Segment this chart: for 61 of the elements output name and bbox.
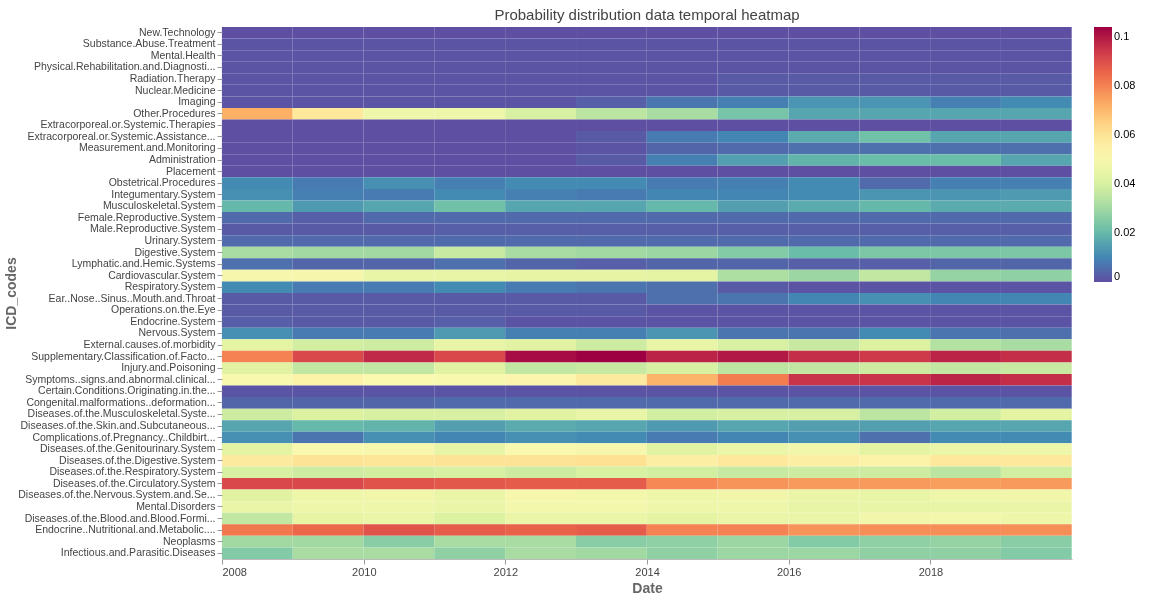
y-tick-label: Placement (165, 164, 216, 177)
y-tick-label: Physical.Rehabilitation.and.Diagnosti... (33, 60, 216, 73)
y-tick-label: Symptoms..signs.and.abnormal.clinical... (25, 372, 216, 385)
color-bar-label: 0.08 (1114, 78, 1136, 91)
x-axis-title: Date (632, 579, 663, 596)
y-tick-label: Diseases.of.the.Digestive.System (59, 453, 216, 466)
y-tick-label: Female.Reproductive.System (77, 210, 216, 223)
y-tick-label: Supplementary.Classification.of.Facto... (31, 349, 216, 362)
x-tick-label: 2014 (635, 565, 660, 578)
y-tick-label: Obstetrical.Procedures (108, 176, 216, 189)
y-tick-label: Operations.on.the.Eye (111, 303, 216, 316)
y-tick-label: Imaging (178, 95, 216, 108)
y-tick-label: Radiation.Therapy (129, 72, 217, 85)
color-bar-label: 0.06 (1114, 127, 1136, 140)
y-tick-label: Diseases.of.the.Skin.and.Subcutaneous... (20, 419, 216, 431)
y-tick-label: Lymphatic.and.Hemic.Systems (71, 257, 216, 270)
y-tick-label: Ear..Nose..Sinus..Mouth.and.Throat (48, 291, 216, 304)
y-tick-label: Complications.of.Pregnancy..Childbirt... (32, 430, 216, 443)
y-tick-label: Mental.Health (150, 48, 216, 61)
y-tick-label: Male.Reproductive.System (90, 222, 216, 235)
chart-title: Probability distribution data temporal heatmap (494, 6, 800, 23)
y-axis-title: ICD_codes (2, 257, 19, 330)
y-tick-label: Cardiovascular.System (108, 268, 216, 281)
y-tick-label: Diseases.of.the.Genitourinary.System (40, 442, 216, 455)
color-bar-label: 0 (1114, 270, 1121, 282)
y-tick-label: Certain.Conditions.Originating.in.the... (38, 384, 216, 397)
color-bar-label: 0.1 (1114, 29, 1130, 42)
y-tick-label: Extracorporeal.or.Systemic.Assistance... (27, 129, 216, 142)
y-tick-label: Integumentary.System (111, 187, 216, 200)
y-tick-label: Administration (148, 153, 216, 165)
y-tick-label: Nuclear.Medicine (134, 83, 216, 96)
y-tick-label: Nervous.System (138, 326, 216, 339)
x-tick-label: 2008 (222, 565, 247, 578)
x-tick-label: 2018 (918, 565, 944, 578)
y-tick-label: Diseases.of.the.Respiratory.System (49, 465, 216, 478)
color-bar-label: 0.02 (1114, 225, 1136, 238)
y-tick-label: New.Technology (139, 25, 217, 38)
y-tick-label: Diseases.of.the.Blood.and.Blood.Formi... (24, 511, 216, 524)
y-tick-label: Extracorporeal.or.Systemic.Therapies (40, 118, 216, 131)
y-tick-label: Mental.Disorders (136, 499, 216, 512)
y-tick-label: Other.Procedures (133, 106, 216, 119)
y-tick-label: External.causes.of.morbidity (83, 338, 217, 351)
y-tick-label: Respiratory.System (124, 280, 216, 293)
y-tick-label: Diseases.of.the.Musculoskeletal.Syste... (27, 407, 216, 420)
y-tick-label: Injury.and.Poisoning (121, 361, 216, 374)
y-tick-label: Urinary.System (144, 233, 216, 246)
y-tick-label: Endocrine..Nutritional.and.Metabolic.... (35, 523, 216, 536)
y-tick-label: Diseases.of.the.Nervous.System.and.Se... (18, 488, 216, 501)
y-tick-label: Musculoskeletal.System (102, 199, 216, 212)
y-tick-label: Endocrine.System (130, 314, 216, 327)
y-tick-label: Neoplasms (162, 534, 216, 547)
y-tick-label: Infectious.and.Parasitic.Diseases (60, 546, 216, 559)
x-tick-label: 2016 (776, 565, 802, 578)
y-tick-label: Digestive.System (134, 245, 216, 258)
y-tick-label: Diseases.of.the.Circulatory.System (52, 476, 216, 489)
x-tick-label: 2010 (352, 565, 377, 578)
color-bar-label: 0.04 (1114, 176, 1136, 189)
y-tick-label: Congenital.malformations..deformation... (26, 395, 216, 408)
x-tick-label: 2012 (493, 565, 519, 578)
y-tick-label: Substance.Abuse.Treatment (82, 37, 216, 50)
y-tick-label: Measurement.and.Monitoring (78, 141, 216, 154)
